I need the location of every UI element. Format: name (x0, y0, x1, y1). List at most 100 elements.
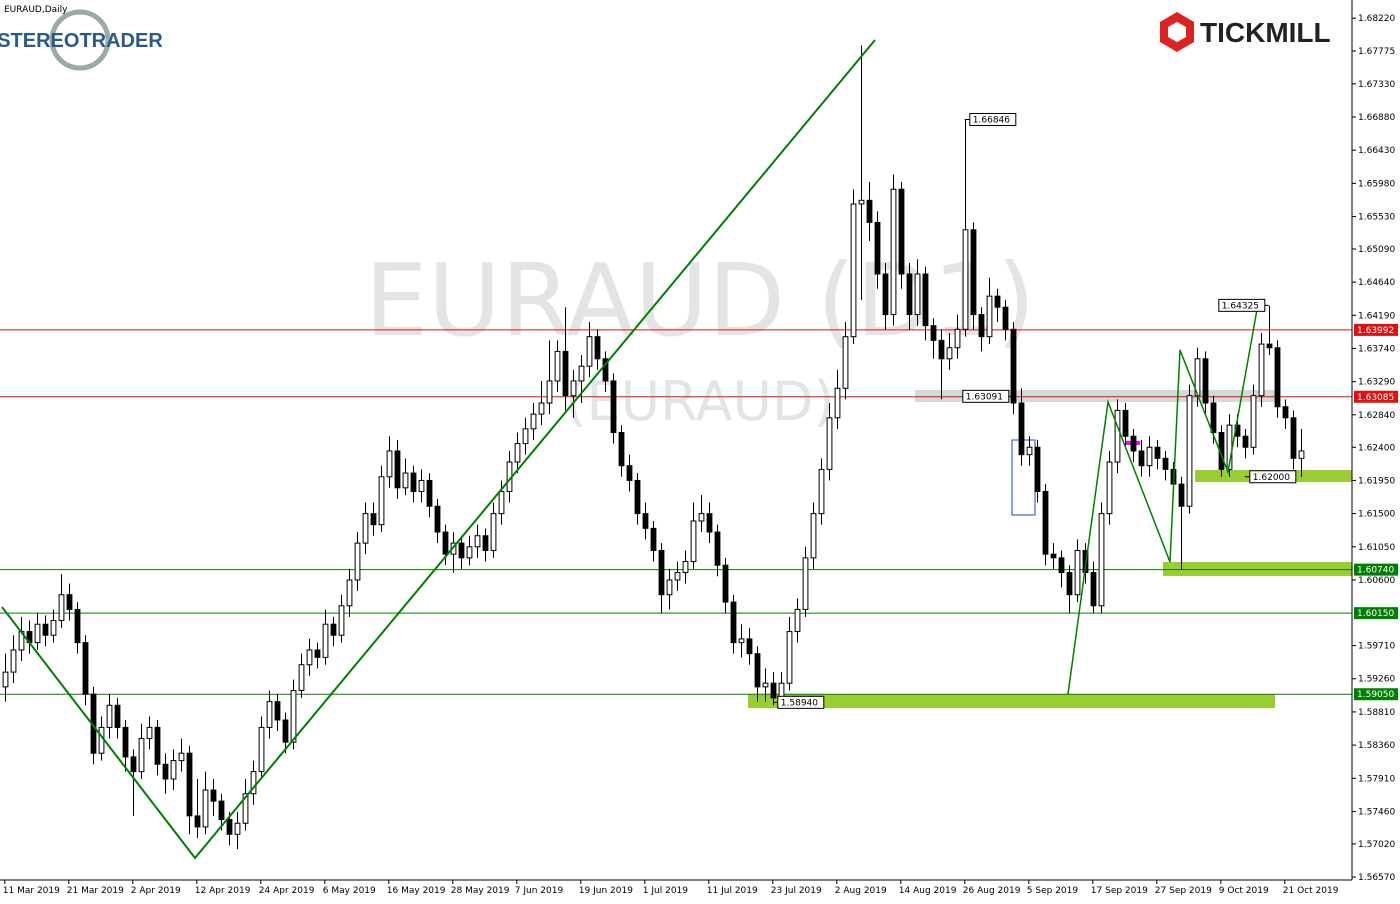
candle-body (410, 472, 417, 492)
candle-body (234, 822, 241, 835)
x-tick-label: 11 Mar 2019 (3, 886, 60, 896)
candle-body (850, 203, 857, 338)
candle-body (490, 513, 497, 551)
candle-body (66, 594, 73, 610)
candle-body (74, 608, 81, 644)
y-tick-label: 1.59710 (1358, 642, 1395, 652)
candle-body (418, 479, 425, 492)
candle-body (962, 229, 969, 330)
candle-body (314, 649, 321, 658)
x-tick-label: 21 Mar 2019 (67, 886, 124, 896)
y-tick-label: 1.58360 (1358, 741, 1395, 751)
annotation-box (1218, 298, 1266, 312)
candle-body (530, 413, 537, 430)
candle-body (730, 601, 737, 644)
logo-left: STEREOTRADER (0, 9, 163, 71)
candle-body (602, 358, 609, 382)
candle-body (522, 428, 529, 445)
level-label-box (1354, 563, 1398, 576)
annotation-label: 1.62000 (1253, 473, 1290, 483)
candle-body (690, 520, 697, 563)
y-tick-label: 1.63740 (1358, 344, 1395, 354)
candle-body (322, 623, 329, 658)
candle-body (1042, 490, 1049, 555)
x-tick-label: 28 May 2019 (451, 886, 510, 896)
candle-body (882, 273, 889, 316)
candle-body (266, 701, 273, 728)
candle-body (954, 328, 961, 349)
y-tick-label: 1.63290 (1358, 378, 1395, 388)
candle-body (146, 726, 153, 739)
y-tick-label: 1.65530 (1358, 213, 1395, 223)
y-tick-label: 1.62840 (1358, 411, 1395, 421)
candle-body (218, 800, 225, 821)
candle-body (354, 542, 361, 581)
candle-body (898, 188, 905, 275)
candle-body (930, 325, 937, 341)
candle-body (170, 760, 177, 780)
candle-body (370, 513, 377, 526)
candle-body (634, 479, 641, 515)
candle-body (154, 726, 161, 765)
candle-body (562, 350, 569, 397)
candle-body (130, 756, 137, 773)
y-tick-label: 1.64640 (1358, 278, 1395, 288)
candle-body (442, 531, 449, 555)
logo-icon-inner (1168, 22, 1186, 42)
candle-body (362, 513, 369, 544)
candle-body (186, 752, 193, 817)
candle-body (1202, 358, 1209, 404)
logo-right: TICKMILL (1160, 12, 1331, 52)
candle-body (1162, 457, 1169, 470)
candle-body (258, 726, 265, 773)
watermark: EURAUD (D1) (365, 242, 1036, 359)
candle-body (546, 380, 553, 404)
candle-body (338, 605, 345, 636)
annotation-box (1249, 470, 1297, 484)
candle-body (642, 513, 649, 529)
zigzag (1067, 303, 1259, 695)
candle-body (906, 273, 913, 316)
y-tick-label: 1.62400 (1358, 443, 1395, 453)
candle-body (394, 450, 401, 489)
candle-body (538, 402, 545, 415)
candle-body (626, 465, 633, 481)
logo-ring (49, 9, 111, 71)
candle-body (482, 535, 489, 551)
candle-body (658, 549, 665, 596)
annotation-box (962, 389, 1010, 403)
x-tick-label: 16 May 2019 (387, 886, 446, 896)
candle-body (770, 682, 777, 699)
candle-body (714, 531, 721, 566)
candle-body (274, 701, 281, 721)
y-tick-label: 1.65980 (1358, 179, 1395, 189)
candle-body (114, 704, 121, 728)
y-tick-label: 1.67330 (1358, 80, 1395, 90)
candle-body (762, 682, 769, 688)
y-tick-label: 1.61050 (1358, 543, 1395, 553)
candle-body (874, 221, 881, 275)
y-tick-label: 1.61500 (1358, 510, 1395, 520)
y-tick-label: 1.61950 (1358, 476, 1395, 486)
candle-body (210, 789, 217, 802)
candle-body (914, 273, 921, 316)
candle-body (722, 564, 729, 603)
level-label: 1.63085 (1357, 393, 1394, 403)
candle-body (1130, 435, 1137, 452)
candle-body (978, 314, 985, 338)
candle-body (674, 572, 681, 581)
candle-body (818, 468, 825, 515)
candle-body (826, 417, 833, 470)
annotation-box (777, 695, 825, 709)
level-label: 1.60150 (1357, 609, 1394, 619)
candle-body (50, 620, 57, 636)
candle-body (946, 347, 953, 360)
candle-body (1034, 446, 1041, 492)
candle-body (1058, 557, 1065, 574)
candle-body (1154, 446, 1161, 459)
candle-body (858, 199, 865, 205)
candle-body (514, 443, 521, 463)
annotation-label: 1.66846 (973, 116, 1010, 126)
